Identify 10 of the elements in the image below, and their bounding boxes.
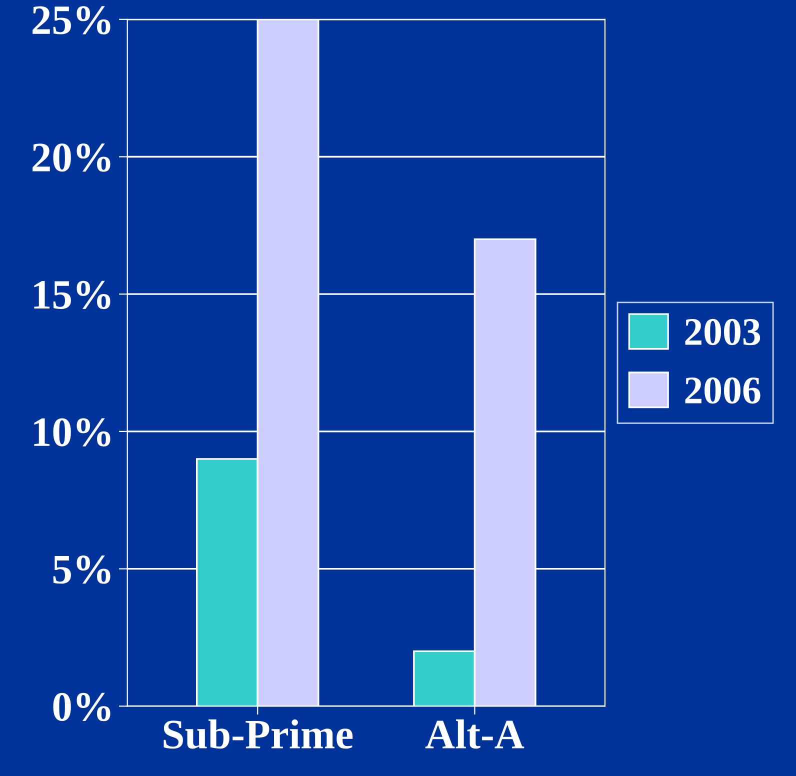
y-tick-label: 15% [34,280,110,310]
y-tick-label: 10% [34,418,110,446]
x-tick-label: Alt-A [425,719,524,749]
y-tick-label: 25% [32,6,110,34]
y-tick-label: 0% [53,692,110,722]
legend-label: 2003 [685,318,760,346]
y-tick-label: 5% [53,556,110,584]
x-tick-label: Sub-Prime [164,719,353,749]
y-tick-label: 20% [32,144,110,172]
legend-label: 2006 [685,377,760,404]
